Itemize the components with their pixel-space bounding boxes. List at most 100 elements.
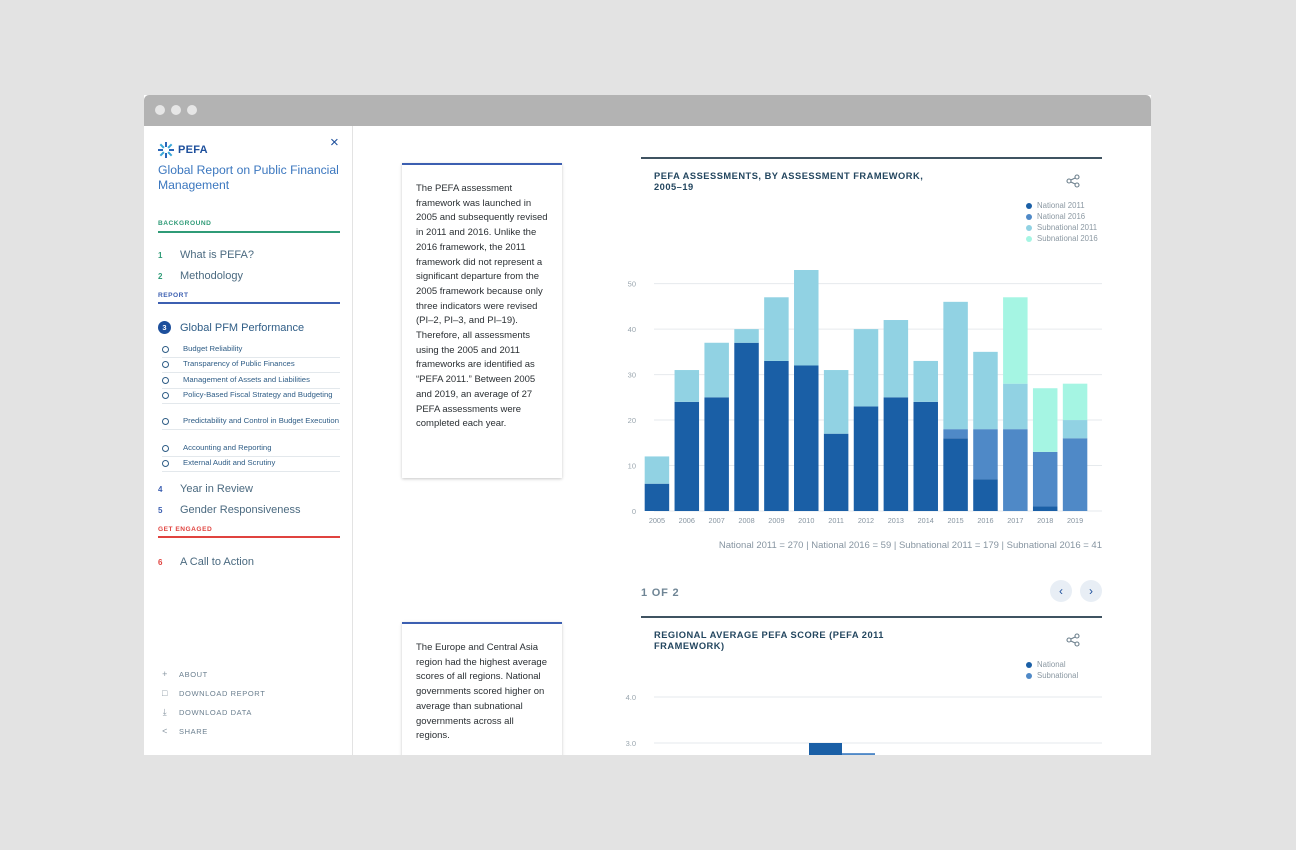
- sub-item-external-audit[interactable]: External Audit and Scrutiny: [162, 458, 340, 472]
- bar-segment[interactable]: [734, 342, 759, 511]
- section-divider: [158, 231, 340, 233]
- bar-segment[interactable]: [764, 297, 789, 361]
- card-text: The Europe and Central Asia region had t…: [416, 642, 547, 742]
- window-dot-icon[interactable]: [171, 105, 181, 115]
- chart-title: PEFA ASSESSMENTS, BY ASSESSMENT FRAMEWOR…: [654, 171, 924, 192]
- window-dot-icon[interactable]: [187, 105, 197, 115]
- bar-segment[interactable]: [883, 397, 909, 511]
- bar-segment[interactable]: [973, 479, 998, 511]
- browser-chrome: [144, 95, 1151, 126]
- y-tick-label: 40: [628, 325, 636, 334]
- bar-segment[interactable]: [943, 301, 968, 430]
- pager-label: 1 OF 2: [641, 587, 680, 599]
- bullet-icon: [162, 346, 169, 353]
- next-chart-button[interactable]: ›: [1080, 580, 1102, 602]
- x-tick-label: 2011: [828, 516, 844, 525]
- bar-segment[interactable]: [704, 397, 729, 511]
- legend-item[interactable]: Subnational: [1026, 670, 1078, 681]
- bar-segment[interactable]: [704, 342, 729, 398]
- bar-segment[interactable]: [823, 433, 849, 511]
- bar-segment[interactable]: [973, 351, 998, 430]
- legend-label: National 2011: [1037, 201, 1085, 210]
- section-label-report: REPORT: [158, 292, 189, 299]
- sub-item-fiscal-strategy[interactable]: Policy-Based Fiscal Strategy and Budgeti…: [162, 390, 340, 404]
- sub-item-label: Accounting and Reporting: [183, 443, 272, 452]
- bar-segment[interactable]: [1003, 429, 1028, 511]
- prev-chart-button[interactable]: ‹: [1050, 580, 1072, 602]
- bar-segment[interactable]: [883, 320, 909, 398]
- bar[interactable]: [842, 753, 875, 755]
- close-icon[interactable]: ×: [330, 134, 339, 151]
- share-icon[interactable]: [1066, 633, 1080, 647]
- bar[interactable]: [809, 743, 842, 755]
- assessments-bar-chart: 0 10 20 30 40 50 2005 2006 2007 2008 2009 2010 2011 2…: [628, 270, 1102, 525]
- window-dot-icon[interactable]: [155, 105, 165, 115]
- x-tick-label: 2008: [738, 516, 754, 525]
- bar-segment[interactable]: [644, 456, 670, 484]
- legend-label: Subnational 2011: [1037, 223, 1098, 232]
- bullet-icon: [162, 445, 169, 452]
- legend-label: Subnational 2016: [1037, 234, 1098, 243]
- sub-item-budget-reliability[interactable]: Budget Reliability: [162, 344, 340, 358]
- bar-segment[interactable]: [943, 429, 968, 439]
- x-tick-label: 2007: [709, 516, 725, 525]
- nav-item-what-is-pefa[interactable]: 1 What is PEFA?: [158, 249, 254, 261]
- bar-segment[interactable]: [1032, 451, 1058, 507]
- nav-item-methodology[interactable]: 2 Methodology: [158, 270, 243, 282]
- bar-segment[interactable]: [913, 360, 938, 402]
- bar-segment[interactable]: [1062, 420, 1088, 439]
- sub-item-transparency[interactable]: Transparency of Public Finances: [162, 359, 340, 373]
- document-icon: □: [161, 688, 169, 698]
- bar-segment[interactable]: [794, 270, 819, 366]
- bar-segment[interactable]: [1062, 383, 1088, 421]
- nav-item-call-to-action[interactable]: 6 A Call to Action: [158, 556, 254, 568]
- bar-segment[interactable]: [794, 365, 819, 511]
- sub-item-accounting-reporting[interactable]: Accounting and Reporting: [162, 443, 340, 457]
- about-link[interactable]: + ABOUT: [158, 669, 208, 679]
- legend-item[interactable]: Subnational 2016: [1026, 233, 1098, 244]
- nav-number: 1: [158, 250, 163, 260]
- legend-item[interactable]: Subnational 2011: [1026, 222, 1098, 233]
- sub-item-assets-liabilities[interactable]: Management of Assets and Liabilities: [162, 375, 340, 389]
- sub-item-label: Policy-Based Fiscal Strategy and Budgeti…: [183, 390, 333, 399]
- footer-label: ABOUT: [179, 669, 208, 679]
- nav-item-gender-responsiveness[interactable]: 5 Gender Responsiveness: [158, 504, 300, 516]
- legend-item[interactable]: National 2011: [1026, 200, 1098, 211]
- nav-item-year-in-review[interactable]: 4 Year in Review: [158, 483, 253, 495]
- bar-segment[interactable]: [764, 360, 789, 511]
- share-icon[interactable]: [1066, 174, 1080, 188]
- pefa-logo[interactable]: PEFA: [158, 142, 208, 158]
- footer-label: DOWNLOAD REPORT: [179, 688, 266, 698]
- nav-number: 4: [158, 484, 163, 494]
- share-link[interactable]: < SHARE: [158, 726, 208, 736]
- download-data-link[interactable]: ⤓ DOWNLOAD DATA: [158, 707, 252, 718]
- download-report-link[interactable]: □ DOWNLOAD REPORT: [158, 688, 265, 698]
- bar-segment[interactable]: [1062, 438, 1088, 511]
- bar-segment[interactable]: [853, 329, 879, 407]
- bar-segment[interactable]: [853, 406, 879, 511]
- sub-item-label: Budget Reliability: [183, 344, 243, 353]
- sub-item-budget-execution[interactable]: Predictability and Control in Budget Exe…: [162, 416, 340, 430]
- logo-text: PEFA: [178, 144, 208, 156]
- bar-segment[interactable]: [913, 401, 938, 511]
- bar-segment[interactable]: [644, 483, 670, 511]
- bar-segment[interactable]: [1003, 297, 1028, 384]
- chart-legend: National 2011 National 2016 Subnational …: [1026, 200, 1098, 244]
- legend-item[interactable]: National 2016: [1026, 211, 1098, 222]
- chart-legend: National Subnational: [1026, 659, 1078, 681]
- y-tick-label: 4.0: [626, 693, 636, 702]
- sub-item-label: Predictability and Control in Budget Exe…: [183, 416, 339, 425]
- nav-item-global-pfm-performance[interactable]: 3 Global PFM Performance: [158, 321, 304, 334]
- bar-segment[interactable]: [1003, 383, 1028, 430]
- bar-segment[interactable]: [943, 438, 968, 511]
- bar-segment[interactable]: [674, 370, 700, 402]
- bar-segment[interactable]: [973, 429, 998, 480]
- bar-segment[interactable]: [734, 329, 759, 343]
- legend-item[interactable]: National: [1026, 659, 1078, 670]
- nav-number: 2: [158, 271, 163, 281]
- bar-segment[interactable]: [1032, 388, 1058, 452]
- bar-segment[interactable]: [823, 370, 849, 434]
- bar-segment[interactable]: [674, 401, 700, 511]
- bar-segment[interactable]: [1032, 506, 1058, 511]
- sub-item-label: Management of Assets and Liabilities: [183, 375, 310, 384]
